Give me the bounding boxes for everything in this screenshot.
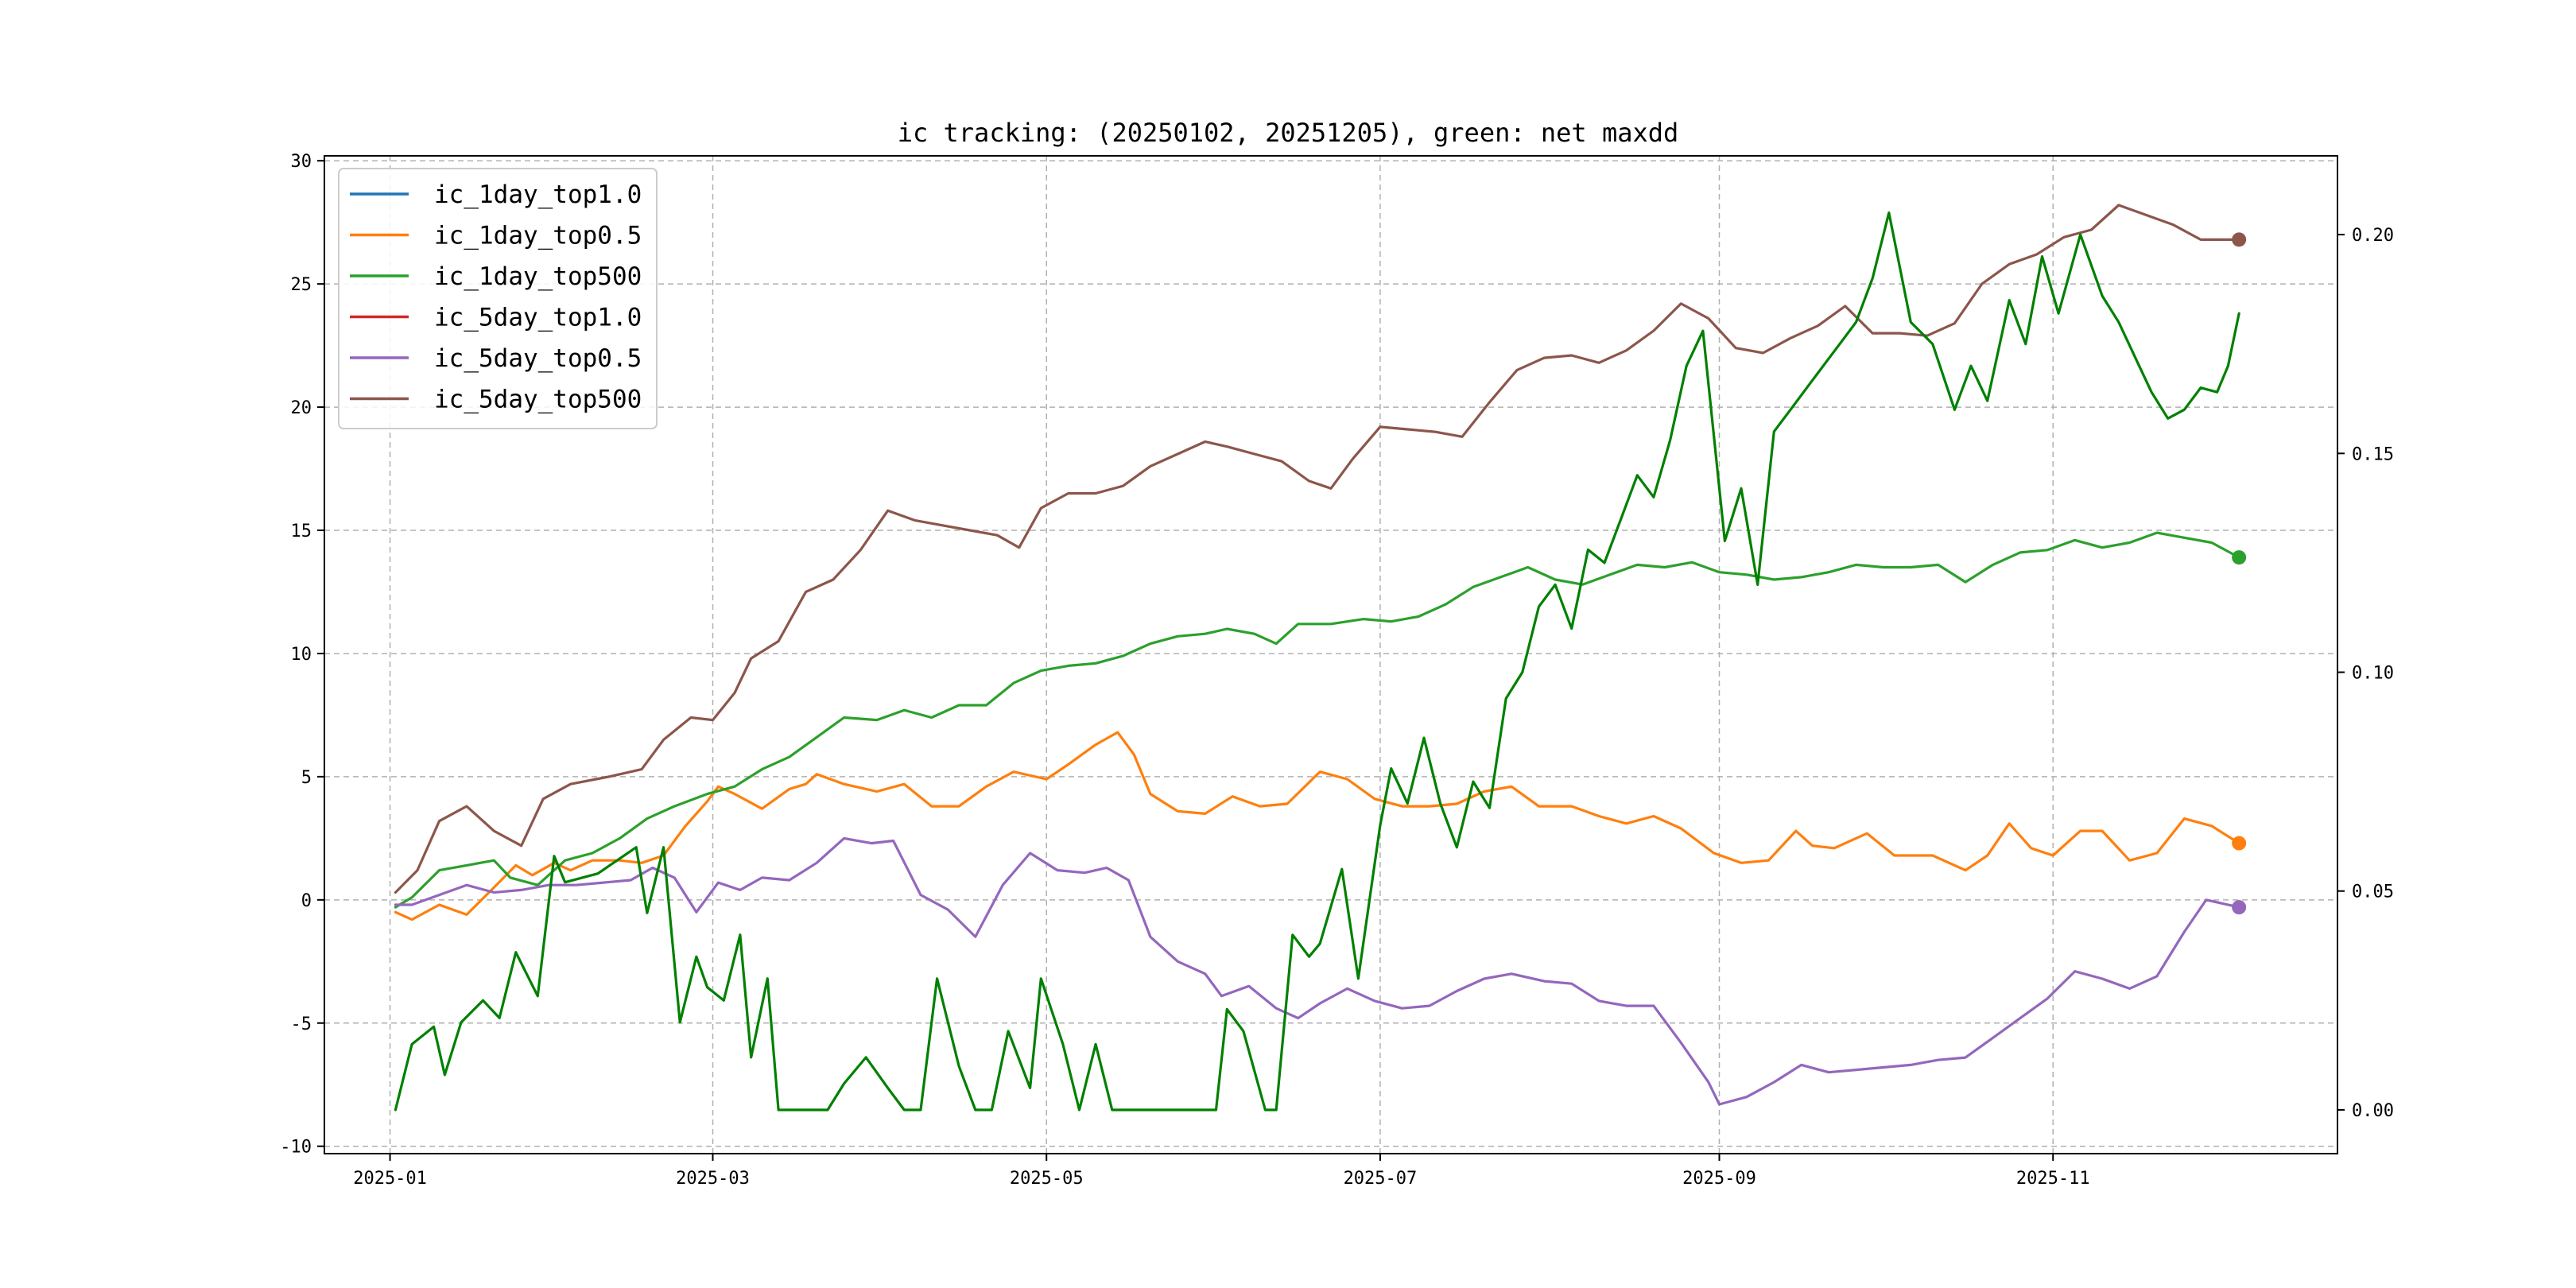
x-tick-label: 2025-05 <box>1010 1169 1084 1189</box>
legend: ic_1day_top1.0 ic_1day_top0.5 ic_1day_top5… <box>338 168 658 429</box>
series-line-ic-1day-top0-5 <box>394 731 2240 921</box>
end-marker-ic-5day-top0-5 <box>2232 900 2247 915</box>
y-left-tick-label: 0 <box>301 891 312 911</box>
end-markers <box>2232 232 2247 915</box>
x-tick-label: 2025-03 <box>676 1169 750 1189</box>
legend-label-ic-5day-top1-0: ic_5day_top1.0 <box>434 304 642 332</box>
y-right-tick-label: 0.20 <box>2352 226 2394 246</box>
plot-frame <box>324 155 2338 1154</box>
y-left-tick-label: 20 <box>291 398 312 418</box>
y-left-tick-label: 25 <box>291 275 312 295</box>
end-marker-ic-5day-top500 <box>2232 232 2247 247</box>
y-left-tick-label: 10 <box>291 645 312 665</box>
legend-label-ic-1day-top0-5: ic_1day_top0.5 <box>434 222 642 250</box>
y-left-tick-label: -10 <box>280 1138 312 1158</box>
series-line-net-maxdd <box>394 211 2240 1111</box>
legend-label-ic-5day-top500: ic_5day_top500 <box>434 386 642 414</box>
series-line-ic-1day-top500 <box>394 531 2240 909</box>
x-tick-label: 2025-07 <box>1344 1169 1418 1189</box>
y-right-tick-label: 0.05 <box>2352 883 2394 902</box>
series-line-ic-5day-top0-5 <box>394 836 2240 1106</box>
series-lines <box>394 204 2240 1111</box>
axis-ticks: 2025-01 2025-03 2025-05 2025-07 2025-09 2025-… <box>280 152 2394 1189</box>
end-marker-ic-1day-top500 <box>2232 550 2247 565</box>
legend-label-ic-5day-top0-5: ic_5day_top0.5 <box>434 344 642 373</box>
y-left-tick-label: 30 <box>291 152 312 172</box>
gridlines <box>324 156 2337 1154</box>
x-tick-label: 2025-09 <box>1682 1169 1756 1189</box>
y-left-tick-label: 5 <box>301 768 312 788</box>
y-right-tick-label: 0.15 <box>2352 444 2394 464</box>
y-right-tick-label: 0.10 <box>2352 664 2394 684</box>
y-right-tick-label: 0.00 <box>2352 1101 2394 1121</box>
x-tick-label: 2025-01 <box>353 1169 427 1189</box>
legend-box <box>338 168 658 429</box>
series-line-ic-5day-top500 <box>394 204 2240 894</box>
y-left-tick-label: -5 <box>291 1014 312 1034</box>
end-marker-ic-1day-top0-5 <box>2232 836 2247 851</box>
legend-label-ic-1day-top500: ic_1day_top500 <box>434 262 642 291</box>
x-tick-label: 2025-11 <box>2016 1169 2090 1189</box>
legend-label-ic-1day-top1-0: ic_1day_top1.0 <box>434 180 642 209</box>
chart-title: ic tracking: (20250102, 20251205), green… <box>898 118 1679 148</box>
y-left-tick-label: 15 <box>291 522 312 541</box>
